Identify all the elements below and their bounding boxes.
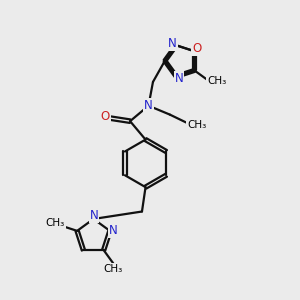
- Text: N: N: [90, 209, 98, 222]
- Text: O: O: [101, 110, 110, 123]
- Text: N: N: [144, 99, 153, 112]
- Text: CH₃: CH₃: [207, 76, 226, 86]
- Text: O: O: [192, 42, 201, 55]
- Text: N: N: [175, 72, 184, 85]
- Text: N: N: [109, 224, 117, 237]
- Text: CH₃: CH₃: [103, 264, 123, 274]
- Text: CH₃: CH₃: [45, 218, 65, 228]
- Text: CH₃: CH₃: [187, 120, 206, 130]
- Text: N: N: [168, 37, 177, 50]
